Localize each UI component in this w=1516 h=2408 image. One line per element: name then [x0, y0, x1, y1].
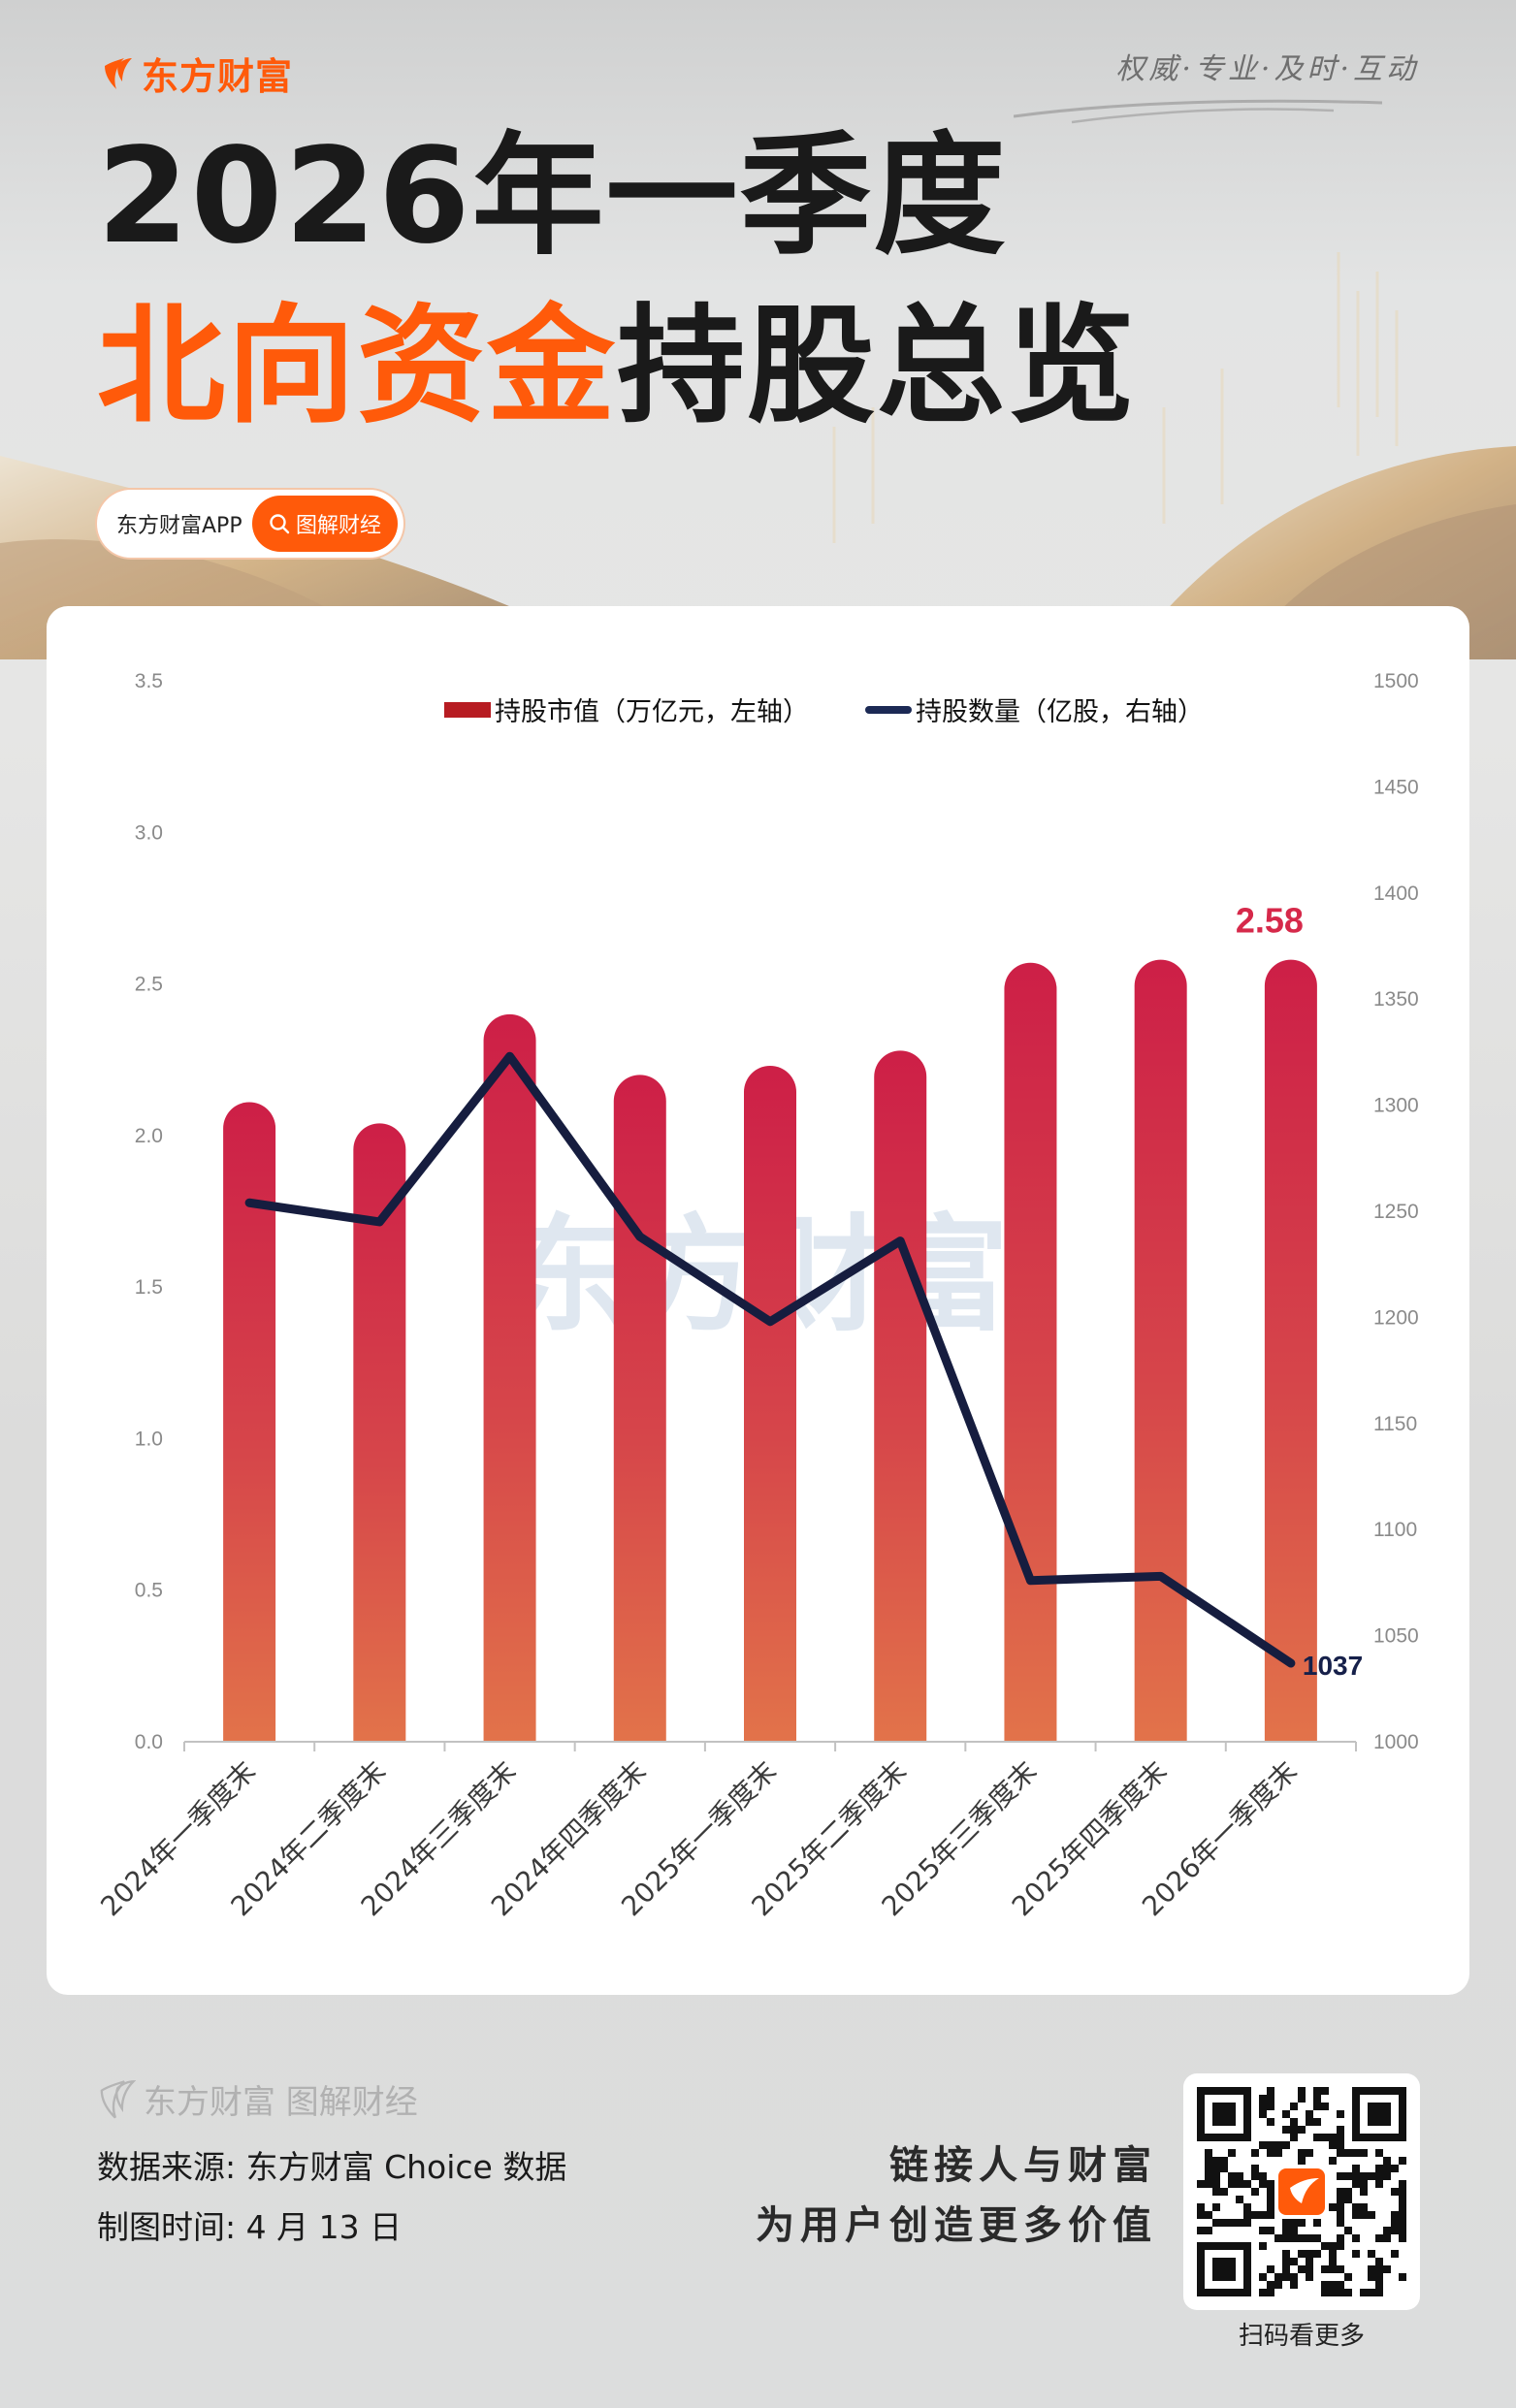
tagline-line2: 为用户创造更多价值 — [756, 2203, 1157, 2248]
brand-name: 东方财富 — [142, 55, 294, 98]
chart-legend: 持股市值（万亿元，左轴） 持股数量（亿股，右轴） — [444, 690, 1204, 728]
app-search-pill[interactable]: 东方财富APP 图解财经 — [97, 490, 403, 558]
qr-code-pattern — [1197, 2087, 1406, 2296]
eastmoney-wing-icon-footer — [100, 2079, 136, 2118]
legend-item-share-count: 持股数量（亿股，右轴） — [865, 690, 1204, 728]
eastmoney-wing-icon — [105, 57, 132, 89]
legend-line-label: 持股数量（亿股，右轴） — [916, 697, 1204, 727]
footer-brand-text: 东方财富 图解财经 — [144, 2083, 418, 2122]
pill-search-button[interactable]: 图解财经 — [252, 496, 398, 552]
search-icon — [270, 514, 290, 534]
legend-line-swatch — [865, 705, 912, 714]
slogan: 权威·专业·及时·互动 — [1115, 52, 1419, 86]
legend-bar-label: 持股市值（万亿元，左轴） — [495, 697, 809, 727]
legend-item-market-value: 持股市值（万亿元，左轴） — [444, 690, 809, 728]
pill-app-name: 东方财富APP — [116, 514, 242, 538]
page-title-line2: 北向资金持股总览 — [97, 303, 1137, 431]
title-highlight: 北向资金 — [97, 292, 617, 441]
data-source: 数据来源: 东方财富 Choice 数据 — [97, 2148, 567, 2186]
tagline-line1: 链接人与财富 — [889, 2143, 1157, 2188]
slogan-swoosh-decoration — [1014, 99, 1382, 124]
qr-caption: 扫码看更多 — [1238, 2322, 1365, 2351]
pill-search-label: 图解财经 — [295, 514, 381, 538]
chart-date: 制图时间: 4 月 13 日 — [97, 2208, 403, 2246]
qr-code[interactable] — [1183, 2073, 1420, 2310]
brand-logo: 东方财富 — [101, 47, 293, 100]
title-rest: 持股总览 — [617, 292, 1137, 441]
legend-bar-swatch — [444, 701, 491, 718]
page-title-line1: 2026年一季度 — [97, 120, 1008, 273]
chart-card — [47, 606, 1469, 1995]
footer-brand: 东方财富 图解财经 — [97, 2075, 418, 2123]
